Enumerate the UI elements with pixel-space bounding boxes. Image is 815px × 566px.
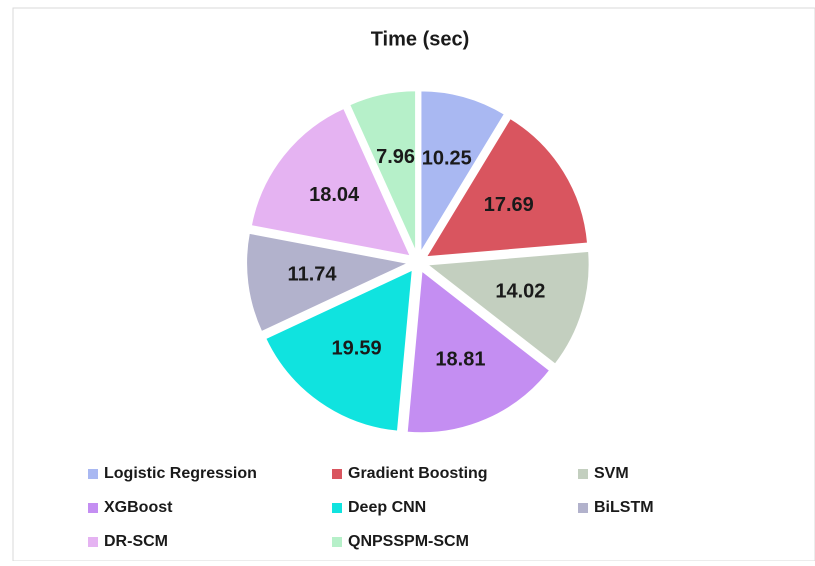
legend-swatch xyxy=(88,469,98,479)
legend-label: QNPSSPM-SCM xyxy=(348,533,469,550)
legend-label: Deep CNN xyxy=(348,499,426,516)
legend-swatch xyxy=(332,503,342,513)
pie-slice xyxy=(263,267,414,433)
legend-swatch xyxy=(88,537,98,547)
data-label: 10.25 xyxy=(422,147,472,169)
pie-slice xyxy=(245,231,413,334)
legend-label: BiLSTM xyxy=(594,499,654,516)
data-label: 19.59 xyxy=(332,338,382,360)
pie-slice xyxy=(423,249,591,367)
data-label: 18.04 xyxy=(309,184,360,206)
legend-label: SVM xyxy=(594,465,629,482)
data-label: 14.02 xyxy=(495,281,545,303)
data-label: 7.96 xyxy=(376,146,415,168)
data-label: 11.74 xyxy=(288,264,338,286)
data-label: 18.81 xyxy=(435,348,485,370)
pie-slice xyxy=(423,116,590,259)
legend-swatch xyxy=(332,537,342,547)
data-label: 17.69 xyxy=(484,194,534,216)
legend-swatch xyxy=(578,503,588,513)
legend-swatch xyxy=(332,469,342,479)
pie-slice xyxy=(347,89,418,254)
pie-slice xyxy=(419,89,507,257)
legend-label: Logistic Regression xyxy=(104,465,257,482)
chart-title: Time (sec) xyxy=(371,28,470,50)
legend-label: DR-SCM xyxy=(104,533,168,550)
legend-swatch xyxy=(88,503,98,513)
legend-label: Gradient Boosting xyxy=(348,465,488,482)
legend-swatch xyxy=(578,469,588,479)
pie-slice xyxy=(249,106,413,258)
pie-slice xyxy=(405,268,552,435)
legend-label: XGBoost xyxy=(104,499,173,516)
